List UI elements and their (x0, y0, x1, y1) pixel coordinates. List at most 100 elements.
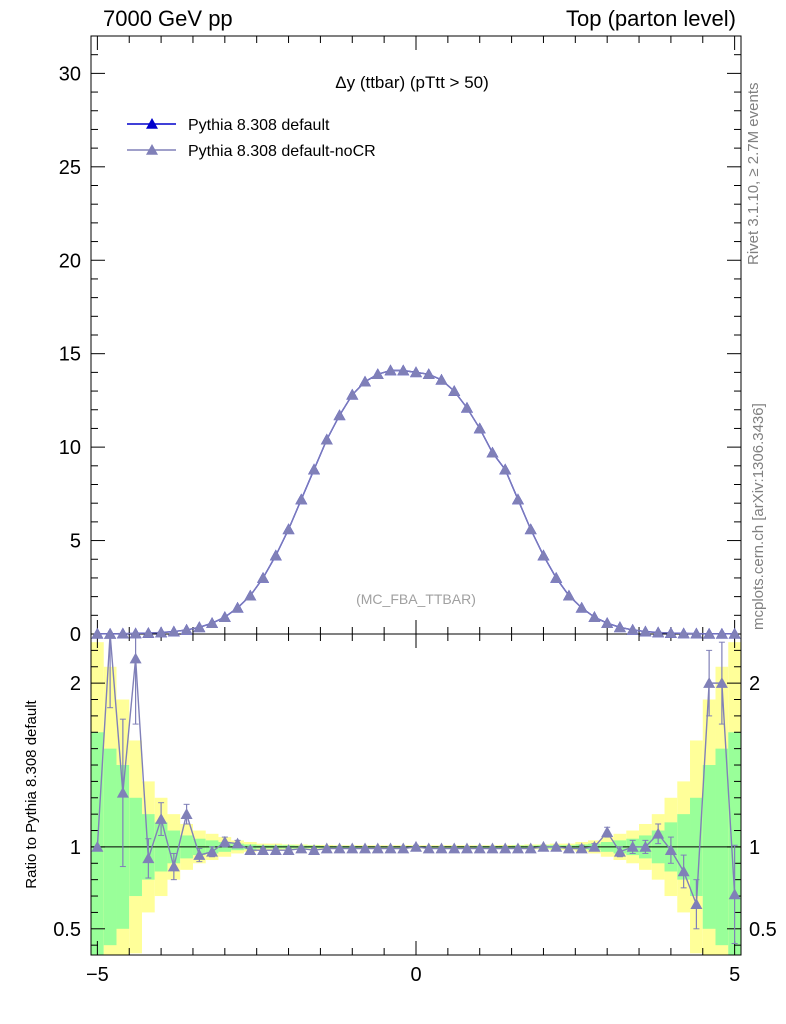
ratio-y-tick-label-right: 0.5 (749, 919, 777, 941)
ratio-point-nocr (129, 652, 142, 664)
ratio-point-nocr (639, 840, 652, 852)
series-point-nocr (562, 589, 575, 601)
ratio-point-nocr (333, 842, 346, 854)
legend-marker-1 (146, 144, 158, 155)
ratio-point-nocr (690, 898, 703, 910)
ratio-point-nocr (715, 677, 728, 688)
series-point-nocr (435, 373, 448, 385)
ratio-point-nocr (218, 835, 231, 847)
series-point-nocr (575, 601, 588, 613)
series-point-nocr (397, 364, 410, 376)
series-point-nocr (218, 611, 231, 622)
series-point-nocr (422, 368, 435, 380)
main-y-tick-label: 0 (70, 624, 81, 646)
series-point-nocr (167, 625, 180, 637)
ratio-y-tick-label-right: 2 (749, 673, 760, 695)
series-point-nocr (511, 493, 524, 505)
series-point-nocr (460, 401, 473, 413)
ratio-point-nocr (486, 842, 499, 854)
ratio-point-nocr (155, 813, 168, 824)
legend-label-1: Pythia 8.308 default-noCR (188, 143, 376, 160)
ratio-band-inner (728, 732, 741, 955)
series-point-nocr (359, 375, 372, 387)
ratio-point-nocr (371, 842, 384, 854)
series-point-nocr (728, 627, 741, 639)
x-tick-label: −5 (86, 964, 109, 986)
series-point-nocr (116, 627, 129, 639)
ratio-point-nocr (664, 844, 677, 855)
series-point-nocr (206, 617, 219, 628)
ratio-y-tick-label: 2 (70, 673, 81, 695)
series-point-nocr (91, 627, 104, 639)
ratio-point-nocr (652, 827, 665, 839)
analysis-watermark: (MC_FBA_TTBAR) (356, 591, 476, 607)
ratio-point-nocr (346, 842, 359, 854)
ratio-point-nocr (473, 842, 486, 854)
x-tick-label: 5 (729, 964, 740, 986)
series-point-nocr (664, 627, 677, 638)
series-point-nocr (626, 623, 639, 635)
ratio-point-nocr (231, 837, 244, 849)
series-point-nocr (333, 409, 346, 421)
ratio-point-nocr (448, 842, 461, 854)
ratio-point-nocr (320, 842, 333, 854)
ratio-point-nocr (601, 826, 614, 837)
series-point-nocr (613, 621, 626, 633)
ratio-point-nocr (435, 842, 448, 854)
series-point-nocr (588, 611, 601, 622)
series-point-nocr (180, 623, 193, 635)
series-point-nocr (257, 571, 270, 583)
ratio-point-nocr (511, 842, 524, 854)
ratio-frame (90, 633, 742, 956)
main-y-tick-label: 5 (70, 531, 81, 553)
ratio-point-nocr (269, 844, 282, 855)
series-point-nocr (601, 617, 614, 628)
header-right: Top (parton level) (566, 6, 736, 31)
ratio-point-nocr (562, 842, 575, 854)
series-point-nocr (295, 493, 308, 505)
ratio-point-nocr (180, 808, 193, 819)
ratio-point-nocr (384, 842, 397, 854)
ratio-point-nocr (244, 844, 257, 855)
main-y-tick-label: 10 (59, 437, 81, 459)
ratio-point-nocr (91, 840, 104, 852)
series-point-nocr (269, 549, 282, 561)
x-tick-label: 0 (410, 964, 421, 986)
ratio-point-nocr (282, 844, 295, 855)
series-point-nocr (715, 627, 728, 639)
series-point-nocr (486, 446, 499, 458)
series-point-nocr (499, 463, 512, 475)
series-point-nocr (550, 571, 563, 583)
ratio-point-nocr (104, 628, 117, 639)
ratio-y-axis-label: Ratio to Pythia 8.308 default (23, 699, 40, 888)
ratio-point-nocr (703, 677, 716, 688)
legend-label-0: Pythia 8.308 default (188, 117, 330, 134)
ratio-point-nocr (116, 786, 129, 798)
series-point-nocr (524, 523, 537, 535)
series-point-nocr (473, 422, 486, 434)
series-point-nocr (282, 523, 295, 535)
series-point-nocr (448, 385, 461, 396)
ratio-point-nocr (550, 840, 563, 852)
ratio-y-tick-label: 1 (70, 837, 81, 859)
ratio-point-nocr (588, 840, 601, 852)
series-point-nocr (193, 621, 206, 633)
ratio-point-nocr (142, 852, 155, 864)
ratio-y-tick-label: 0.5 (53, 919, 81, 941)
ratio-point-nocr (575, 842, 588, 854)
ratio-point-nocr (257, 844, 270, 855)
series-point-nocr (690, 627, 703, 639)
ratio-point-nocr (524, 842, 537, 854)
series-point-nocr (384, 364, 397, 376)
series-point-nocr (231, 601, 244, 613)
series-point-nocr (703, 627, 716, 639)
ratio-point-nocr (613, 845, 626, 857)
ratio-point-nocr (626, 840, 639, 852)
ratio-point-nocr (537, 840, 550, 852)
main-y-tick-label: 20 (59, 250, 81, 272)
series-point-nocr (677, 627, 690, 639)
header-left: 7000 GeV pp (103, 6, 233, 31)
series-point-nocr (308, 463, 321, 475)
series-point-nocr (244, 589, 257, 601)
